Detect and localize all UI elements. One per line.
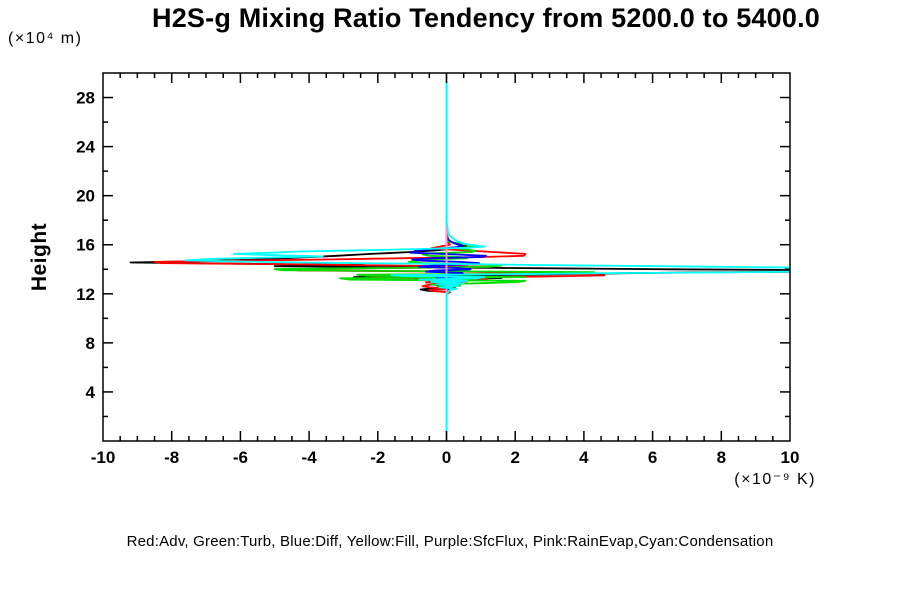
x-tick-label: -6: [233, 448, 248, 467]
y-tick-label: 12: [76, 285, 95, 304]
y-tick-label: 16: [76, 236, 95, 255]
series-line-blue: [409, 73, 487, 441]
x-tick-label: -10: [91, 448, 116, 467]
x-tick-label: 10: [781, 448, 800, 467]
x-tick-label: 4: [579, 448, 589, 467]
series-line-red: [153, 73, 606, 441]
x-tick-label: 0: [442, 448, 451, 467]
x-axis-unit-label: (×10⁻⁹ K): [734, 471, 816, 488]
series-line-cyan: [184, 73, 790, 441]
y-axis-unit-label: (×10⁴ m): [8, 30, 83, 47]
legend-text: Red:Adv, Green:Turb, Blue:Diff, Yellow:F…: [126, 533, 774, 550]
x-tick-label: -4: [302, 448, 318, 467]
y-tick-label: 4: [86, 383, 96, 402]
y-tick-label: 8: [86, 334, 95, 353]
y-tick-label: 28: [76, 89, 95, 108]
x-tick-label: 2: [510, 448, 519, 467]
y-tick-label: 24: [76, 138, 95, 157]
x-tick-label: -8: [164, 448, 179, 467]
x-tick-label: -2: [370, 448, 385, 467]
y-tick-label: 20: [76, 187, 95, 206]
chart-title: H2S-g Mixing Ratio Tendency from 5200.0 …: [152, 3, 820, 33]
x-tick-label: 6: [648, 448, 657, 467]
x-tick-label: 8: [717, 448, 726, 467]
